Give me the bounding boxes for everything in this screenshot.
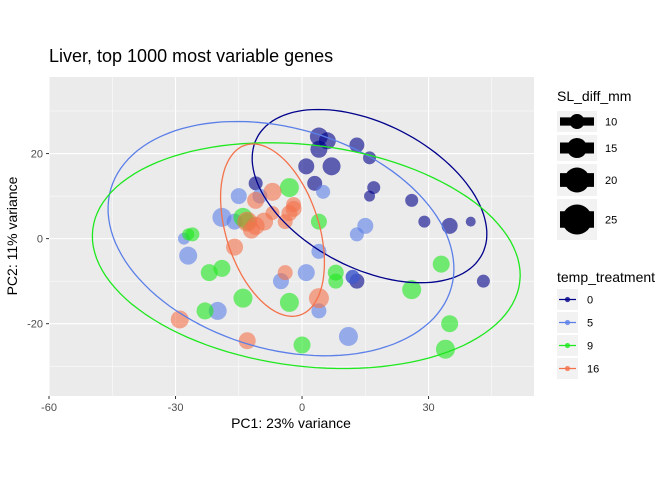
point-group-0-15 <box>476 274 490 288</box>
ellipse-group-0 <box>251 108 488 284</box>
point-group-0-5 <box>322 157 341 176</box>
x-tick-label: -30 <box>168 402 184 414</box>
point-group-16-14 <box>170 310 189 329</box>
point-group-0-4 <box>363 151 377 165</box>
point-group-0-2 <box>310 140 328 158</box>
color-legend: 0 5 9 16 <box>557 289 599 379</box>
y-axis-ticks: -20 0 20 <box>27 149 49 331</box>
point-group-9-14 <box>432 255 450 273</box>
ellipse-group-16 <box>219 143 326 317</box>
y-tick-label: 0 <box>37 234 43 246</box>
size-key-label: 25 <box>605 215 617 227</box>
point-group-16-0 <box>263 182 282 201</box>
point-group-16-12 <box>277 265 293 281</box>
point-group-5-13 <box>345 269 360 284</box>
point-group-9-15 <box>441 315 459 333</box>
point-group-5-4 <box>179 246 198 265</box>
point-group-16-7 <box>265 206 280 221</box>
point-group-9-12 <box>328 273 344 289</box>
x-axis-title: PC1: 23% variance <box>231 415 351 431</box>
x-tick-label: -60 <box>41 402 57 414</box>
point-group-0-9 <box>364 190 376 202</box>
size-key-label: 20 <box>605 175 617 187</box>
point-group-9-0 <box>279 178 299 198</box>
plot-panel <box>49 77 534 396</box>
point-group-0-6 <box>298 158 315 175</box>
chart-title: Liver, top 1000 most variable genes <box>49 46 333 66</box>
point-group-0-13 <box>465 216 476 227</box>
x-axis-ticks: -60 -30 0 30 <box>41 396 435 414</box>
size-key-label: 10 <box>605 117 617 129</box>
size-key-line <box>560 211 594 228</box>
point-group-5-0 <box>230 188 247 205</box>
point-group-0-11 <box>405 193 419 207</box>
point-group-16-13 <box>308 288 329 309</box>
ellipse-group-9 <box>91 142 521 370</box>
point-group-9-6 <box>213 259 231 277</box>
size-key-line <box>560 117 594 126</box>
y-axis-title: PC2: 11% variance <box>4 176 20 295</box>
point-group-5-12 <box>338 326 358 346</box>
x-tick-label: 0 <box>299 402 305 414</box>
color-key-dot <box>564 365 571 372</box>
y-tick-label: 20 <box>31 149 43 161</box>
point-group-0-12 <box>418 215 431 228</box>
size-key-line <box>560 142 594 154</box>
point-group-16-1 <box>247 191 265 209</box>
point-group-9-7 <box>196 302 214 320</box>
y-tick-label: -20 <box>27 319 43 331</box>
size-key-line <box>560 173 594 187</box>
point-group-5-5 <box>316 184 331 199</box>
point-group-0-14 <box>441 217 458 234</box>
point-group-16-10 <box>242 221 260 239</box>
color-key-dot <box>564 342 571 349</box>
color-key-dot <box>564 319 571 326</box>
color-key-label: 0 <box>587 295 593 307</box>
x-tick-label: 30 <box>422 402 434 414</box>
group-ellipses <box>91 108 521 370</box>
color-key-label: 16 <box>587 364 599 376</box>
color-legend-title: temp_treatment <box>557 269 655 285</box>
size-key-label: 15 <box>605 143 617 155</box>
data-points <box>170 127 490 359</box>
point-group-16-8 <box>277 214 293 230</box>
color-key-dot <box>564 296 571 303</box>
point-group-9-13 <box>402 280 422 300</box>
point-group-9-4 <box>182 228 195 241</box>
size-legend-title: SL_diff_mm <box>557 88 631 104</box>
ellipse-group-5 <box>107 120 455 357</box>
color-key-label: 9 <box>587 341 593 353</box>
point-group-5-7 <box>357 217 374 234</box>
point-group-9-16 <box>435 339 455 359</box>
point-group-9-17 <box>293 336 311 354</box>
point-group-16-6 <box>285 200 302 217</box>
point-group-5-14 <box>208 301 227 320</box>
point-group-9-9 <box>279 292 299 312</box>
point-group-16-15 <box>238 332 256 350</box>
color-key-label: 5 <box>587 318 593 330</box>
point-group-5-9 <box>297 264 315 282</box>
point-group-9-8 <box>233 288 253 308</box>
size-legend: 10 15 20 25 <box>557 111 617 240</box>
